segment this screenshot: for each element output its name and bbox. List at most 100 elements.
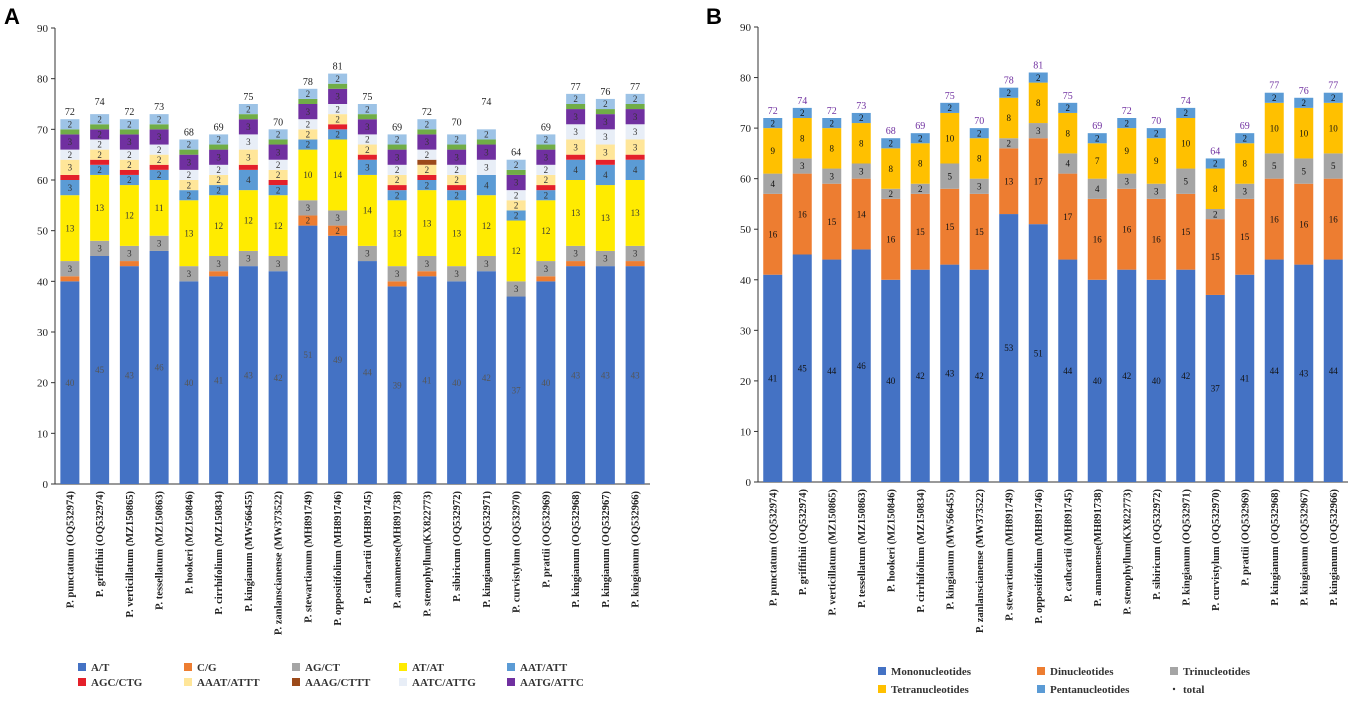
bar-segment-c-g (298, 215, 318, 226)
y-tick-label: 70 (740, 123, 752, 135)
total-label: 69 (214, 122, 224, 133)
data-label: 37 (512, 385, 522, 395)
bar-segment-at-at (149, 180, 169, 236)
data-label: 3 (484, 163, 489, 173)
bar-segment-a-t (595, 266, 615, 484)
data-label: 13 (601, 213, 611, 223)
data-label: 2 (276, 160, 281, 170)
legend-item-aaat-attt: AAAT/ATTT (184, 677, 260, 689)
total-label: 72 (422, 107, 432, 118)
data-label: 16 (886, 235, 896, 245)
legend-item-total: total (1172, 684, 1204, 696)
bar-segment-other (566, 93, 586, 104)
total-label: 73 (154, 102, 164, 113)
total-label: 74 (797, 96, 807, 107)
data-label: 3 (484, 259, 489, 269)
bar-segment-aatc-attg (238, 134, 258, 150)
x-tick-label: P. griffithii (OQ532974) (798, 488, 809, 595)
bar-segment-mononucleotides (881, 279, 901, 482)
total-label: 73 (856, 101, 866, 112)
bar-segment-ag-ct (209, 256, 229, 272)
bar-segment-ag-ct (506, 281, 526, 297)
bar-segment-a-t (238, 266, 258, 484)
bar-segment-trinucleotides (940, 163, 960, 189)
legend-swatch (878, 685, 886, 693)
total-label: 77 (1269, 81, 1279, 92)
data-label: 8 (1066, 128, 1071, 138)
bar-segment-aaat-attt (119, 159, 139, 170)
data-label: 3 (127, 137, 132, 147)
bar-segment-tetranucleotides (1087, 143, 1107, 179)
bar-segment-aat-att (238, 169, 258, 191)
y-tick-label: 0 (43, 479, 49, 491)
bar-segment-aatg-attc (506, 174, 526, 191)
y-tick-label: 90 (740, 22, 752, 34)
data-label: 3 (68, 183, 73, 193)
data-label: 3 (365, 249, 370, 259)
total-label: 77 (1328, 81, 1338, 92)
data-label: 14 (363, 206, 373, 216)
data-label: 3 (335, 213, 340, 223)
legend-label: AG/CT (305, 662, 341, 674)
bar-segment-at-at (566, 180, 586, 246)
bar-segment-aaac-gttt (506, 169, 526, 175)
bar-segment-aaac-gttt (60, 129, 80, 135)
data-label: 12 (482, 221, 491, 231)
data-label: 3 (603, 132, 608, 142)
bar-segment-other (179, 139, 199, 150)
data-label: 2 (544, 175, 549, 185)
legend-swatch (399, 678, 407, 686)
bar-segment-aatc-attg (268, 159, 288, 170)
data-label: 2 (573, 94, 578, 104)
legend-label: AAT/ATT (520, 662, 568, 674)
bar-segment-aaat-attt (536, 174, 556, 186)
legend-label: Dinucleotides (1050, 666, 1114, 678)
data-label: 13 (393, 228, 403, 238)
total-label: 64 (1210, 146, 1220, 157)
bar-segment-mononucleotides (1146, 279, 1166, 482)
data-label: 2 (514, 160, 519, 170)
bar-segment-aaac-gttt (238, 114, 258, 120)
bar-segment-tetranucleotides (822, 128, 842, 169)
bar-segment-a-t (357, 261, 377, 484)
y-tick-label: 20 (740, 376, 752, 388)
bar-segment-trinucleotides (1176, 168, 1196, 194)
data-label: 2 (97, 140, 102, 150)
bar-segment-aat-att (119, 174, 139, 186)
bar-segment-c-g (60, 276, 80, 282)
legend-label: AAAG/CTTT (305, 677, 371, 689)
bar-segment-aaat-attt (357, 144, 377, 155)
bar-segment-aatc-attg (387, 164, 407, 175)
data-label: 2 (889, 138, 894, 148)
data-label: 2 (514, 211, 519, 221)
bar-segment-mononucleotides (822, 259, 842, 482)
bar-segment-trinucleotides (881, 188, 901, 199)
y-tick-label: 0 (746, 477, 752, 489)
bar-segment-aaat-attt (595, 144, 615, 160)
x-tick-label: P. cirrhifolium (MZ150834) (214, 491, 225, 615)
bar-segment-dinucleotides (1146, 198, 1166, 280)
data-label: 40 (1093, 376, 1103, 386)
data-label: 2 (187, 170, 192, 180)
bar-segment-pentanucleotides (1028, 72, 1048, 83)
bar-segment-agc-ctg (357, 154, 377, 160)
bar-segment-a-t (476, 271, 496, 484)
legend-label: AT/AT (412, 662, 445, 674)
bar-segment-at-at (387, 200, 407, 267)
bar-segment-at-at (209, 195, 229, 256)
data-label: 2 (395, 190, 400, 200)
data-label: 44 (363, 368, 373, 378)
bar-segment-aaac-gttt (476, 139, 496, 145)
bar-segment-other (595, 98, 615, 110)
total-label: 77 (571, 82, 581, 93)
data-label: 4 (633, 165, 638, 175)
bar-segment-other (149, 114, 169, 125)
bar-segment-c-g (566, 261, 586, 267)
data-label: 51 (1034, 348, 1043, 358)
bar-segment-aat-att (536, 190, 556, 201)
bar-segment-pentanucleotides (1087, 133, 1107, 144)
bar-segment-aatg-attc (447, 149, 467, 165)
bar-segment-trinucleotides (822, 168, 842, 184)
data-label: 40 (65, 378, 75, 388)
